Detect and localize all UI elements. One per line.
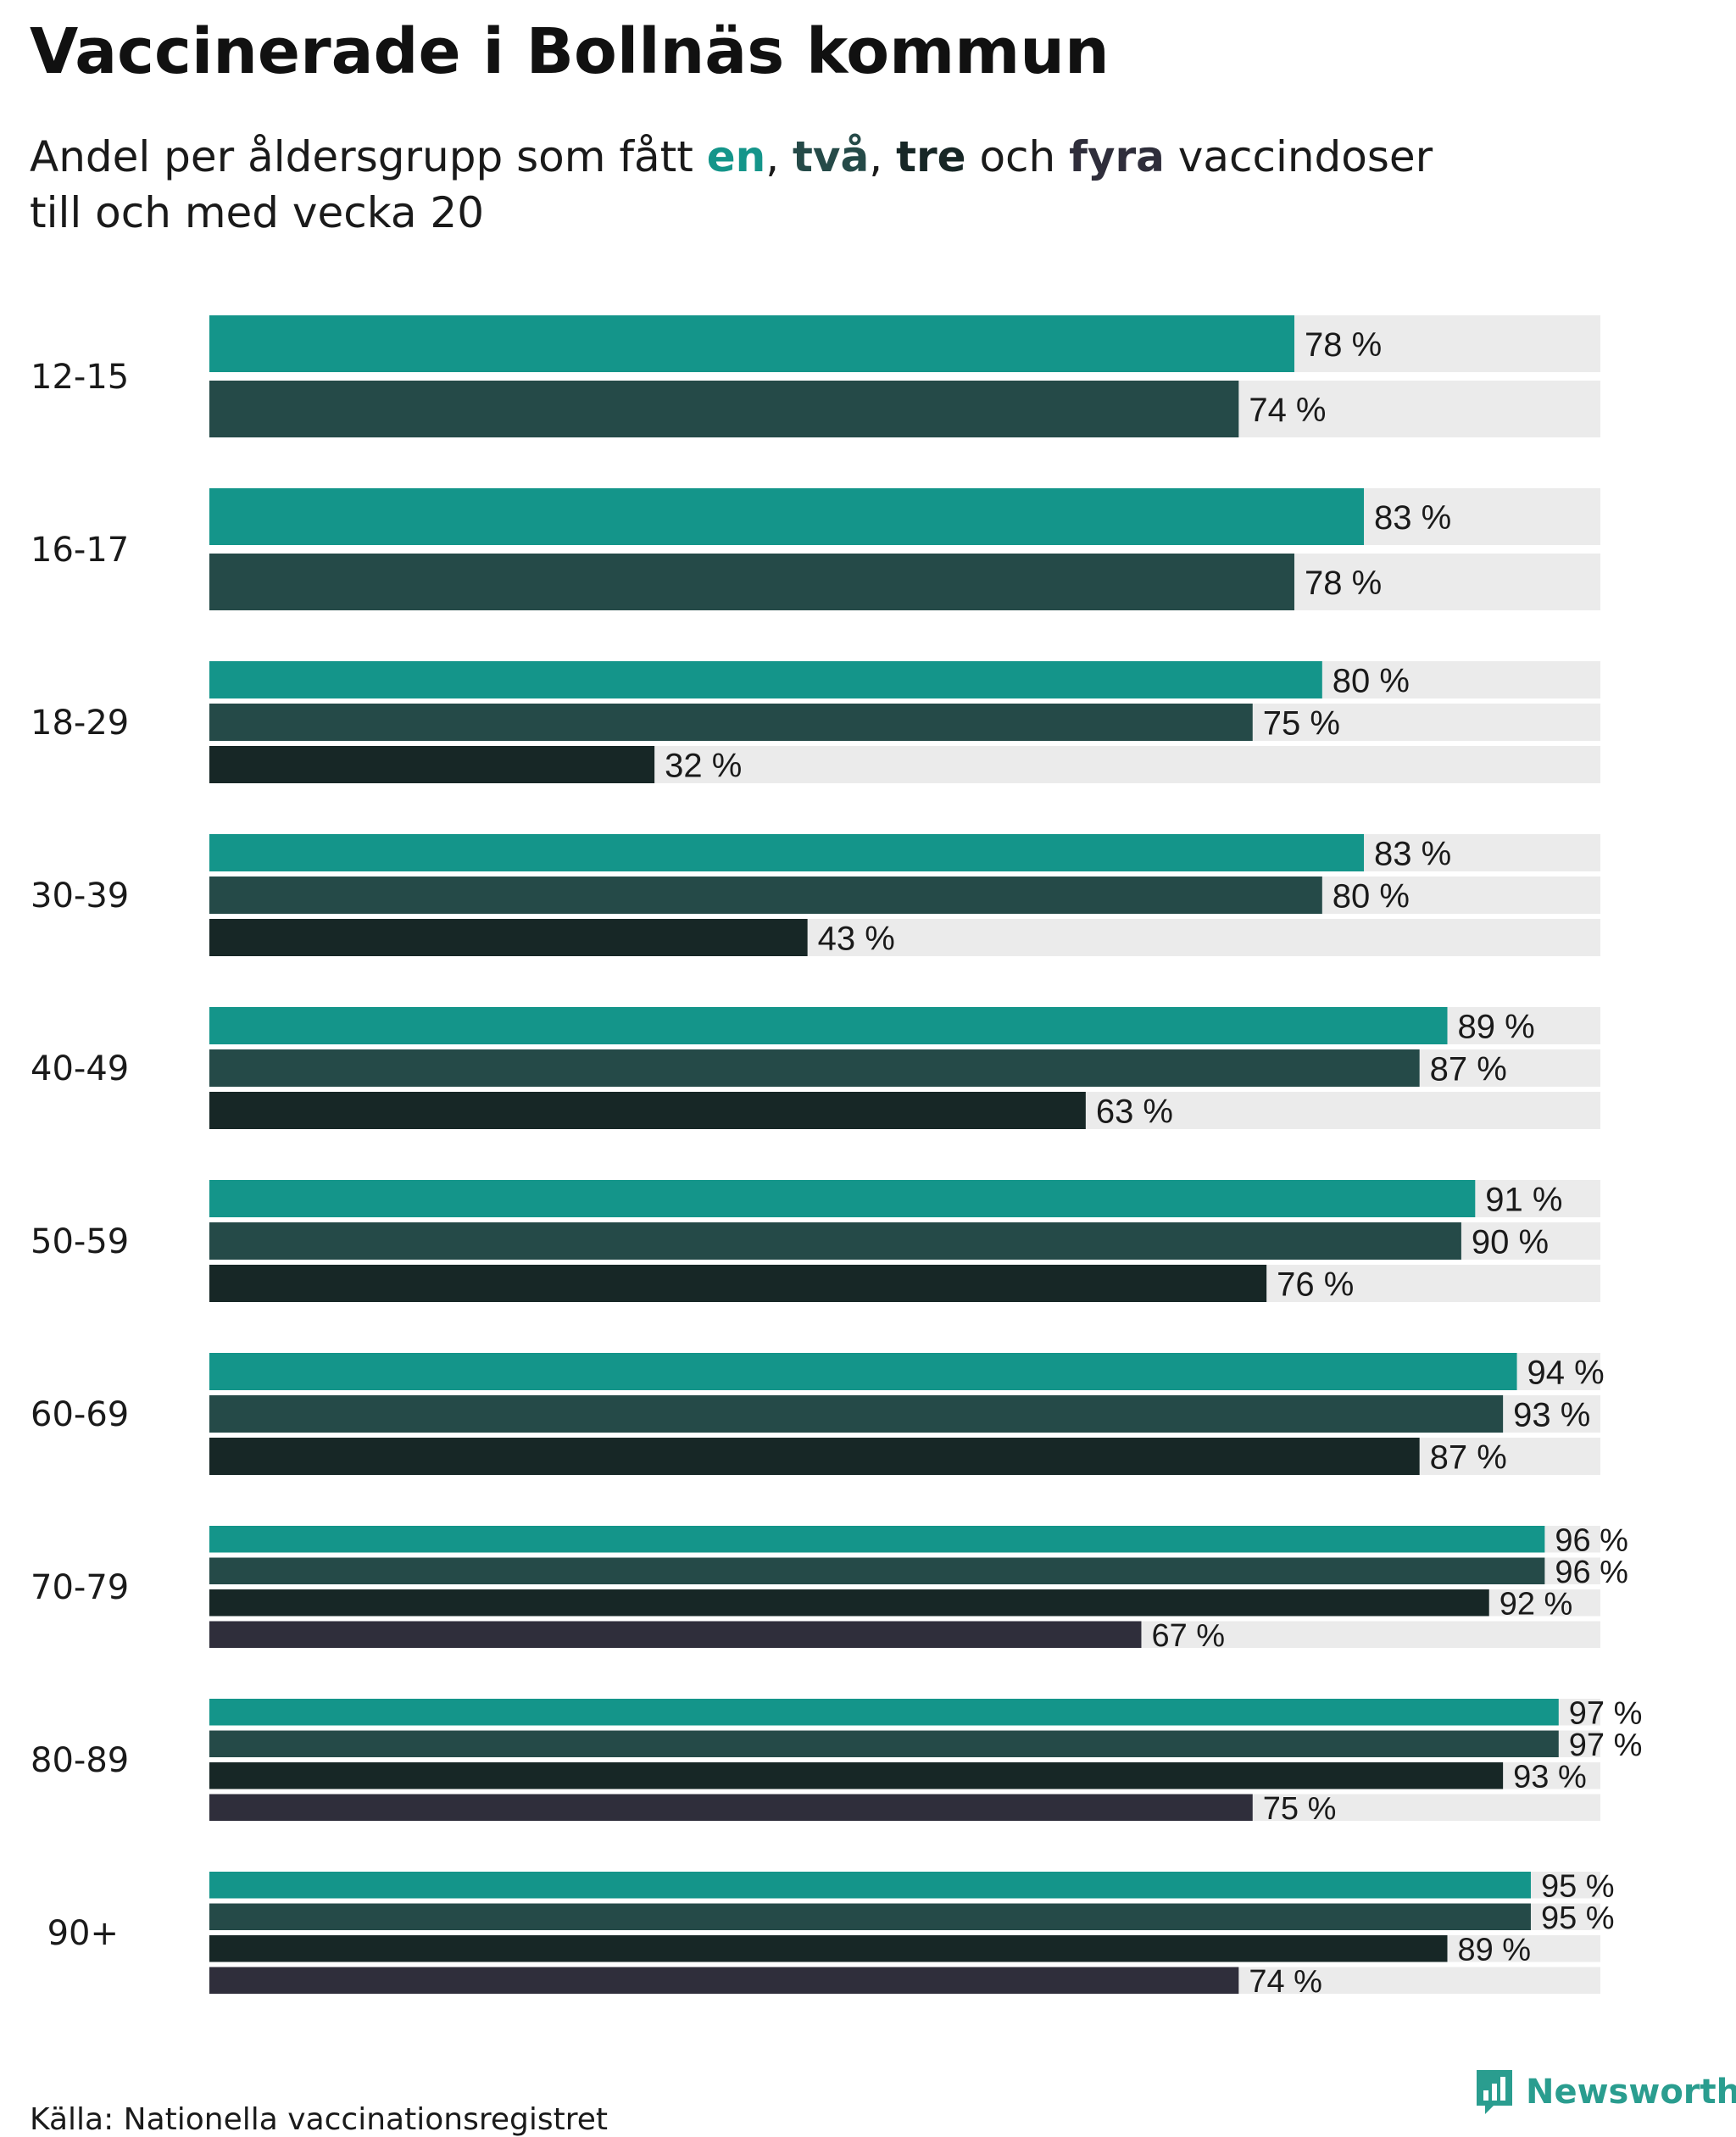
bar-70-79-series-4 (209, 1621, 1142, 1648)
bar-70-79-series-3 (209, 1589, 1489, 1617)
source-note: Källa: Nationella vaccinationsregistret (30, 2102, 608, 2137)
bar-50-59-series-3 (209, 1265, 1267, 1302)
data-label: 97 % (1569, 1695, 1643, 1731)
bar-60-69-series-2 (209, 1395, 1504, 1433)
data-label: 97 % (1569, 1728, 1643, 1763)
data-label: 89 % (1457, 1008, 1534, 1045)
data-label: 87 % (1430, 1439, 1507, 1476)
category-label: 18-29 (31, 704, 129, 743)
data-label: 78 % (1305, 565, 1382, 602)
subtitle-text: Andel per åldersgrupp som fått (30, 132, 707, 181)
subtitle-separator: , (765, 132, 793, 181)
data-label: 91 % (1485, 1181, 1562, 1218)
bar-80-89-series-4 (209, 1794, 1253, 1821)
bar-18-29-series-2 (209, 704, 1253, 741)
bar-90--series-1 (209, 1872, 1531, 1899)
data-label: 67 % (1151, 1618, 1225, 1654)
bar-30-39-series-2 (209, 877, 1322, 914)
data-label: 87 % (1430, 1050, 1507, 1088)
data-label: 92 % (1500, 1586, 1573, 1622)
subtitle-keyword-fyra: fyra (1069, 132, 1165, 181)
category-label: 40-49 (31, 1049, 129, 1088)
bar-30-39-series-3 (209, 919, 808, 956)
bar-group-30-39: 30-39 83 % 80 % 43 % (31, 834, 1600, 957)
data-label: 95 % (1541, 1900, 1615, 1936)
bar-60-69-series-1 (209, 1353, 1517, 1390)
data-label: 83 % (1374, 835, 1451, 872)
data-label: 63 % (1096, 1093, 1173, 1130)
subtitle-separator: , (869, 132, 897, 181)
category-label: 70-79 (31, 1568, 129, 1607)
category-label: 80-89 (31, 1741, 129, 1780)
bar-70-79-series-1 (209, 1526, 1545, 1553)
category-label: 60-69 (31, 1395, 129, 1434)
subtitle-text: vaccindoser (1164, 132, 1433, 181)
subtitle-keyword-tre: tre (896, 132, 966, 181)
data-label: 95 % (1541, 1868, 1615, 1904)
data-label: 80 % (1333, 662, 1410, 699)
data-label: 75 % (1263, 704, 1340, 742)
bar-90--series-2 (209, 1903, 1531, 1930)
data-label: 80 % (1333, 877, 1410, 915)
bar-group-90-: 90+ 95 %95 % 89 % 74 % (47, 1868, 1615, 2000)
bar-80-89-series-3 (209, 1762, 1504, 1789)
bar-12-15-series-1 (209, 315, 1294, 372)
brand: Newsworthy (1475, 2068, 1736, 2116)
bar-50-59-series-1 (209, 1180, 1476, 1217)
category-label: 16-17 (31, 531, 129, 570)
data-label: 90 % (1472, 1223, 1549, 1260)
bar-chart: 12-15 78 % 74 % 16-17 83 % 78 % 18-29 80 % 75 % 3… (31, 315, 1642, 2000)
subtitle-keyword-tva: två (793, 132, 870, 181)
bar-90--series-3 (209, 1935, 1448, 1962)
bar-group-18-29: 18-29 80 % 75 % 32 % (31, 661, 1600, 784)
subtitle-text: och (965, 132, 1070, 181)
data-label: 96 % (1555, 1522, 1628, 1558)
category-label: 50-59 (31, 1222, 129, 1261)
bar-80-89-series-1 (209, 1699, 1559, 1726)
bar-60-69-series-3 (209, 1438, 1420, 1475)
bar-group-60-69: 60-69 94 % 93 %87 % (31, 1353, 1605, 1476)
data-label: 96 % (1555, 1555, 1628, 1590)
chart-subtitle: Andel per åldersgrupp som fått en, två, … (30, 129, 1555, 241)
data-label: 78 % (1305, 326, 1382, 364)
data-label: 76 % (1277, 1266, 1354, 1303)
category-label: 30-39 (31, 877, 129, 915)
bar-group-40-49: 40-49 89 % 87 % 63 % (31, 1007, 1600, 1130)
data-label: 43 % (818, 920, 895, 957)
category-label: 90+ (47, 1914, 119, 1953)
bar-18-29-series-3 (209, 746, 655, 783)
bar-30-39-series-1 (209, 834, 1365, 871)
data-label: 74 % (1249, 392, 1326, 429)
category-label: 12-15 (31, 358, 129, 397)
data-label: 93 % (1513, 1396, 1590, 1433)
chart-title: Vaccinerade i Bollnäs kommun (30, 15, 1110, 88)
data-label: 89 % (1457, 1932, 1531, 1967)
bar-90--series-4 (209, 1967, 1239, 1994)
bar-40-49-series-3 (209, 1092, 1086, 1129)
data-label: 32 % (665, 747, 742, 784)
bar-group-50-59: 50-59 91 % 90 % 76 % (31, 1180, 1600, 1303)
data-label: 83 % (1374, 499, 1451, 537)
bar-18-29-series-1 (209, 661, 1322, 698)
subtitle-keyword-en: en (706, 132, 766, 181)
bar-group-16-17: 16-17 83 % 78 % (31, 488, 1600, 610)
subtitle-line2: till och med vecka 20 (30, 188, 485, 237)
data-label: 94 % (1527, 1354, 1605, 1391)
data-label: 74 % (1249, 1964, 1322, 2000)
brand-name: Newsworthy (1526, 2073, 1736, 2112)
bar-group-12-15: 12-15 78 % 74 % (31, 315, 1600, 437)
bar-12-15-series-2 (209, 381, 1239, 437)
bar-16-17-series-1 (209, 488, 1365, 545)
data-label: 93 % (1513, 1759, 1587, 1795)
bar-16-17-series-2 (209, 554, 1294, 610)
bar-80-89-series-2 (209, 1730, 1559, 1757)
newsworthy-logo-icon (1477, 2070, 1512, 2114)
bar-50-59-series-2 (209, 1222, 1461, 1260)
data-label: 75 % (1263, 1791, 1337, 1827)
bar-70-79-series-2 (209, 1557, 1545, 1584)
bar-40-49-series-1 (209, 1007, 1448, 1044)
bar-40-49-series-2 (209, 1049, 1420, 1087)
